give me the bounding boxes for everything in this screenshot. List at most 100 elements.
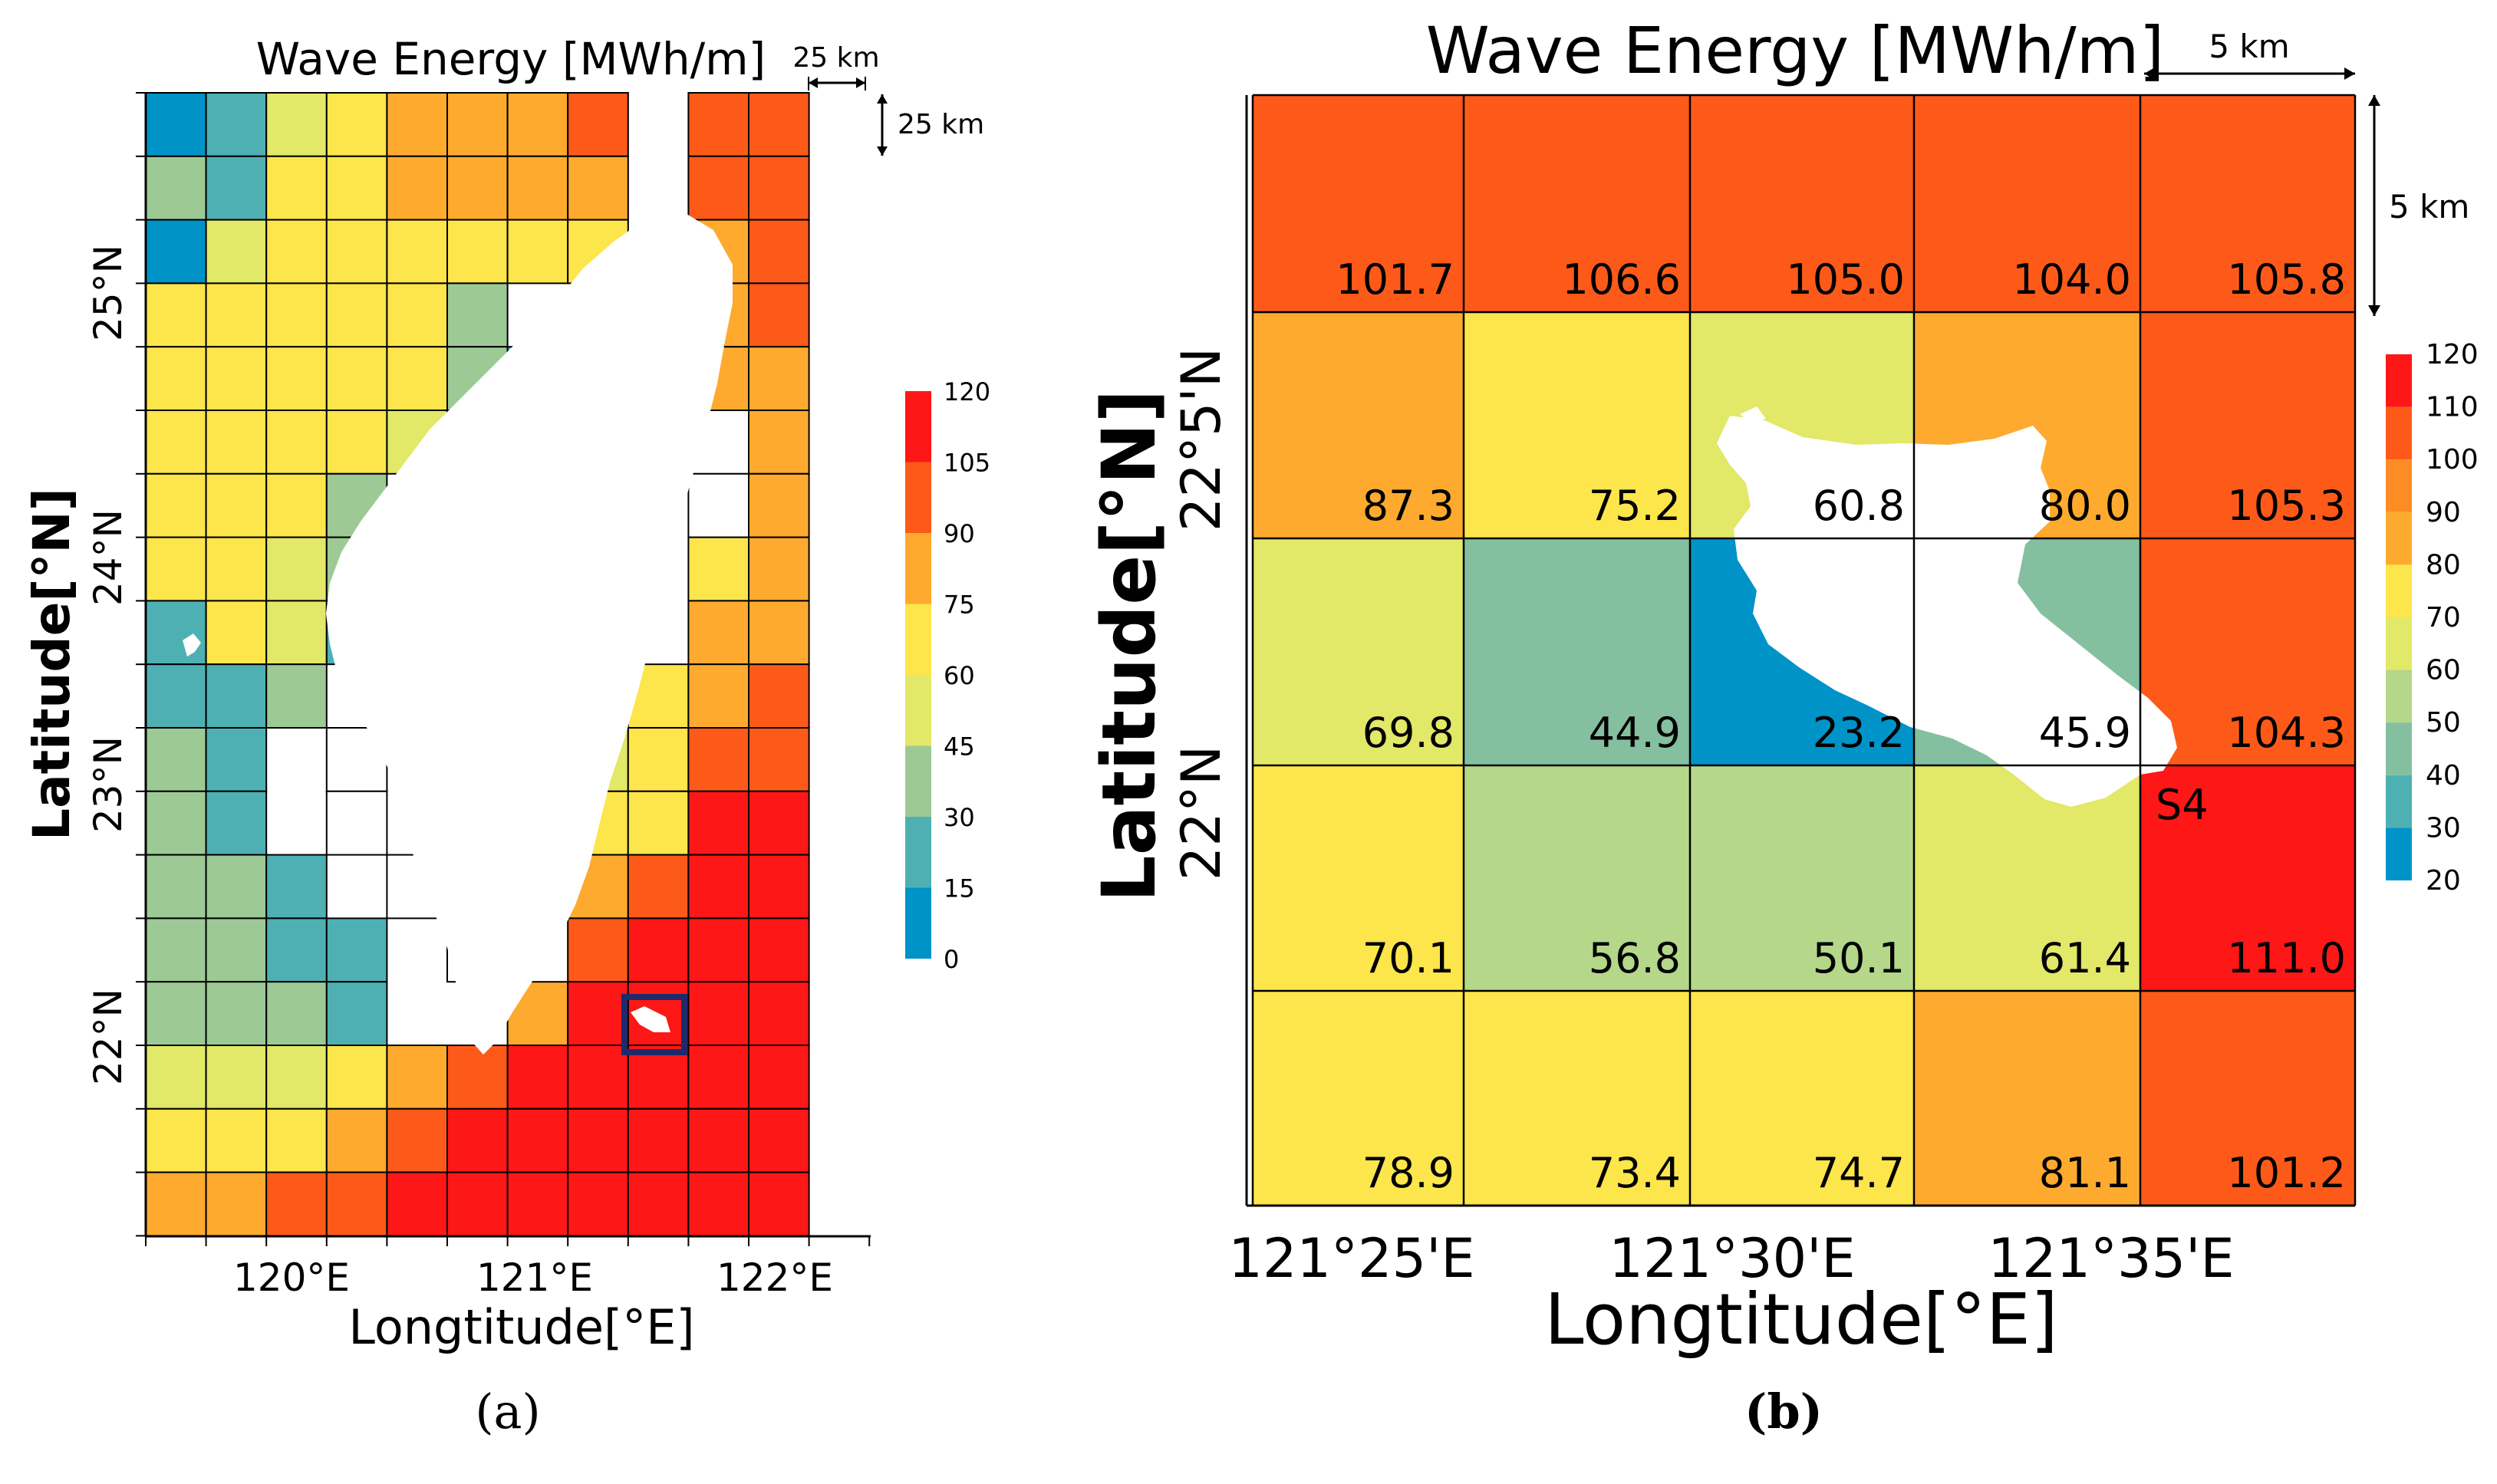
panel-b-value-label: 45.9 <box>2039 709 2131 757</box>
panel-b-cell <box>2140 991 2355 1206</box>
panel-a-colorbar-swatch <box>905 462 931 533</box>
panel-b-heatmap-cells <box>1253 95 2355 1206</box>
panel-a-cell <box>325 155 388 221</box>
panel-a-cell <box>386 155 448 221</box>
panel-b-colorbar-label: 100 <box>2426 444 2479 475</box>
panel-a-cell <box>386 1045 448 1110</box>
panel-b-scale-x-label: 5 km <box>2209 28 2289 65</box>
panel-b-colorbar-swatch <box>2386 828 2412 880</box>
panel-b-value-label: 104.0 <box>2012 255 2131 304</box>
panel-a-cell <box>145 854 207 920</box>
panel-a-cell <box>145 663 207 729</box>
panel-a-cell <box>627 1045 690 1110</box>
panel-a-colorbar-swatch <box>905 675 931 746</box>
panel-a-colorbar-swatch <box>905 391 931 462</box>
panel-a-land-islet-penghu <box>183 633 201 656</box>
panel-a-cell <box>748 1107 810 1173</box>
panel-a-cell <box>145 155 207 221</box>
panel-b-xtick-2135: 121°35'E <box>1988 1227 2234 1290</box>
panel-a-xtick-120: 120°E <box>233 1255 350 1300</box>
panel-a-colorbar-swatch <box>905 533 931 604</box>
panel-a-cell <box>748 92 810 157</box>
panel-b-colorbar-label: 60 <box>2426 655 2461 686</box>
panel-a-land-taiwan <box>326 207 733 1055</box>
panel-a-cell <box>748 981 810 1046</box>
panel-b-colorbar-label: 20 <box>2426 865 2461 897</box>
panel-a-colorbar-label: 15 <box>944 874 975 903</box>
panel-a-study-area-box <box>621 994 687 1055</box>
panel-b-colorbar-label: 70 <box>2426 602 2461 633</box>
panel-a-cell <box>687 600 750 666</box>
panel-a-cell <box>145 790 207 856</box>
panel-b-value-label: 101.7 <box>1336 255 1454 304</box>
panel-a-cell <box>748 854 810 920</box>
panel-b-colorbar-swatch <box>2386 459 2412 512</box>
panel-a-cell <box>506 92 569 157</box>
panel-b-xtick-2130: 121°30'E <box>1609 1227 1855 1290</box>
panel-a-cell <box>205 155 268 221</box>
panel-b-title: Wave Energy [MWh/m] <box>1426 13 2164 88</box>
panel-a-colorbar-swatch <box>905 817 931 888</box>
panel-a-cell <box>446 282 509 348</box>
panel-b-site-label: S4 <box>2156 781 2209 829</box>
panel-a-cell <box>265 981 328 1046</box>
panel-b-value-label: 23.2 <box>1813 709 1905 757</box>
panel-a-cell <box>627 854 690 920</box>
panel-b-colorbar-label: 110 <box>2426 392 2479 423</box>
panel-b-cell <box>1464 765 1690 991</box>
panel-a-cell <box>627 917 690 983</box>
panel-b-value-labels: 101.7 106.6 105.0 104.0 105.8 87.3 75.2 60.8 80.… <box>1336 255 2346 1197</box>
panel-b-colorbar-label: 80 <box>2426 549 2461 581</box>
panel-a-cell <box>145 346 207 412</box>
panel-a-cell <box>386 219 448 285</box>
panel-a-cell <box>265 410 328 475</box>
panel-a-cell <box>627 727 690 792</box>
panel-a-cell <box>567 155 629 221</box>
panel-a-cell <box>145 1171 207 1237</box>
panel-b-value-label: 70.1 <box>1362 934 1454 982</box>
panel-b-ylabel: Latitude[°N] <box>1086 390 1172 903</box>
panel-a-cell <box>325 92 388 157</box>
panel-a-cell <box>325 282 388 348</box>
panel-b-ytick-22: 22°N <box>1170 745 1233 880</box>
panel-b-value-label: 69.8 <box>1362 709 1454 757</box>
panel-b-colorbar-label: 40 <box>2426 760 2461 791</box>
panel-b-cell <box>1914 95 2140 312</box>
panel-a-ytick-25: 25°N <box>86 245 130 341</box>
panel-a-cell <box>748 917 810 983</box>
panel-b-cell <box>1464 312 1690 538</box>
panel-a-colorbar-label: 30 <box>944 803 975 832</box>
panel-a-cell <box>265 1171 328 1237</box>
panel-a-cell <box>386 282 448 348</box>
panel-a-cell <box>687 1107 750 1173</box>
panel-a-cell <box>687 917 750 983</box>
panel-a-cell <box>265 536 328 602</box>
panel-a-colorbar-swatch <box>905 887 931 959</box>
panel-b-value-label: 80.0 <box>2039 482 2131 530</box>
panel-a-cell <box>265 219 328 285</box>
panel-a-cell <box>748 410 810 475</box>
panel-a-colorbar-label: 60 <box>944 661 975 690</box>
panel-b-colorbar-swatch <box>2386 775 2412 828</box>
panel-a-cell <box>748 1171 810 1237</box>
panel-a-cell <box>205 790 268 856</box>
panel-a-colorbar-swatch <box>905 604 931 675</box>
panel-a-cell <box>205 1045 268 1110</box>
panel-b-colorbar-swatch <box>2386 670 2412 723</box>
panel-a-cell <box>265 1045 328 1110</box>
panel-a-colorbar-label: 45 <box>944 732 975 762</box>
panel-b-value-label: 105.3 <box>2227 482 2346 530</box>
panel-a-colorbar-swatch <box>905 745 931 817</box>
panel-a-cell <box>687 536 750 602</box>
panel-b-value-label: 105.0 <box>1786 255 1905 304</box>
panel-b-cell <box>1464 95 1690 312</box>
panel-a-cell <box>748 790 810 856</box>
panel-b-value-label: 78.9 <box>1362 1149 1454 1197</box>
panel-b-value-label: 74.7 <box>1813 1149 1905 1197</box>
panel-a-cell <box>265 854 328 920</box>
panel-a-cell <box>506 1045 569 1110</box>
panel-a-cell <box>205 663 268 729</box>
panel-a-cell <box>446 1171 509 1237</box>
panel-a-cell <box>627 1171 690 1237</box>
panel-a-scale-x-label: 25 km <box>792 42 879 74</box>
